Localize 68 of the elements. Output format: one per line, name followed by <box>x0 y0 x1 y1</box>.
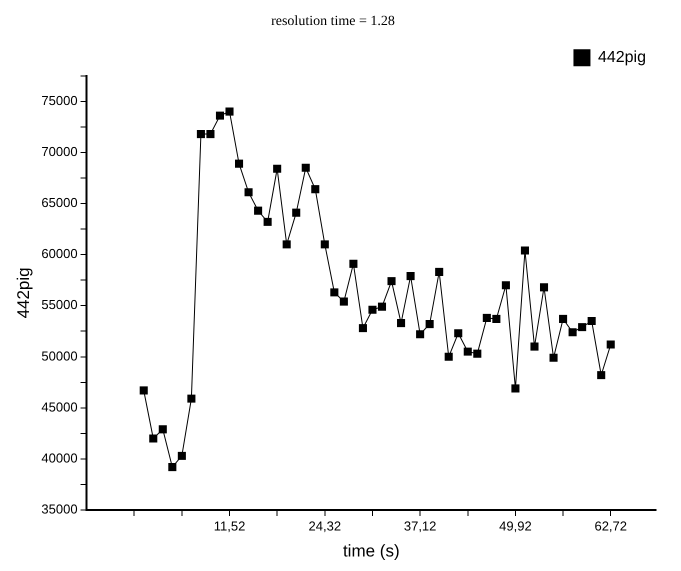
point <box>588 316 596 326</box>
x-tick-label: 62,72 <box>594 518 628 534</box>
x-tick-label: 49,92 <box>499 518 532 534</box>
point <box>349 260 358 268</box>
y-tick-label: 40000 <box>41 450 78 466</box>
point <box>235 160 244 168</box>
point <box>158 425 167 434</box>
point <box>578 323 586 332</box>
point <box>511 384 520 392</box>
point <box>340 298 348 306</box>
y-tick-label: 75000 <box>41 92 78 108</box>
point <box>358 324 367 332</box>
y-axis-title: 442pig <box>14 267 33 318</box>
point <box>530 342 539 351</box>
point <box>520 246 529 255</box>
point <box>264 218 272 226</box>
point <box>406 272 415 280</box>
point <box>282 240 291 248</box>
y-tick-label: 35000 <box>41 502 78 517</box>
point <box>196 130 205 138</box>
point <box>292 208 300 217</box>
point <box>330 288 338 296</box>
point <box>206 130 214 138</box>
x-tick-label: 37,12 <box>404 518 436 534</box>
point <box>311 185 320 194</box>
point <box>168 463 176 472</box>
y-tick-label: 50000 <box>41 348 78 364</box>
point <box>368 306 376 314</box>
y-tick-label: 70000 <box>41 144 78 159</box>
point <box>454 329 462 338</box>
point <box>550 354 558 362</box>
y-tick-label: 45000 <box>41 399 78 414</box>
y-tick-label: 60000 <box>41 246 78 262</box>
point <box>225 108 234 116</box>
point <box>273 164 282 173</box>
point <box>216 112 224 120</box>
point <box>606 340 615 349</box>
x-tick-label: 24,32 <box>308 518 342 534</box>
point <box>387 277 396 286</box>
point <box>244 188 253 196</box>
point <box>464 348 472 356</box>
point <box>540 283 548 292</box>
point <box>254 206 262 215</box>
point <box>397 319 406 328</box>
point <box>559 314 568 323</box>
legend-label: 442pig <box>598 49 646 66</box>
point <box>378 302 386 311</box>
point <box>320 240 329 248</box>
point <box>187 394 196 403</box>
point <box>473 350 482 358</box>
point <box>435 268 444 276</box>
chart-title: resolution time = 1.28 <box>271 14 395 30</box>
point <box>178 452 186 460</box>
point <box>568 328 577 336</box>
x-tick-label: 11,52 <box>214 518 246 534</box>
point <box>444 352 453 361</box>
point <box>482 314 491 322</box>
point <box>302 164 310 172</box>
point <box>140 386 148 395</box>
point <box>426 320 434 328</box>
point <box>597 371 606 380</box>
point <box>492 314 500 323</box>
point <box>149 434 158 443</box>
point <box>416 330 424 338</box>
point <box>502 281 510 290</box>
x-axis-title: time (s) <box>342 541 400 560</box>
y-tick-label: 55000 <box>41 297 78 312</box>
y-tick-label: 65000 <box>41 195 78 210</box>
